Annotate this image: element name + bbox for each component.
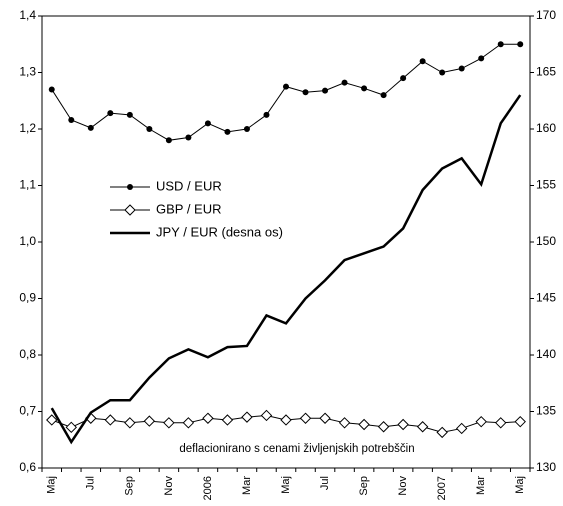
annotation: deflacionirano s cenami življenjskih pot… — [179, 443, 414, 455]
point — [319, 412, 331, 424]
point — [377, 421, 390, 433]
x-tick-label: Maj — [514, 476, 526, 494]
x-tick-label: Sep — [358, 476, 370, 496]
y-tick-label: 0,6 — [19, 460, 36, 474]
x-tick-label: Nov — [397, 476, 409, 496]
y-tick-label: 1,0 — [19, 234, 36, 248]
point — [439, 69, 446, 76]
x-tick-label: Jul — [85, 476, 97, 490]
point — [361, 85, 368, 92]
legend-marker — [124, 204, 136, 216]
point — [260, 409, 273, 422]
point — [458, 65, 465, 72]
x-tick-label: Maj — [280, 476, 292, 494]
point — [497, 41, 504, 48]
y2-tick-label: 140 — [536, 347, 556, 361]
x-tick-label: Nov — [163, 476, 175, 496]
x-tick-label: Jul — [319, 476, 331, 490]
point — [416, 421, 429, 433]
point — [68, 116, 75, 123]
point — [322, 87, 329, 94]
point — [163, 417, 175, 429]
point — [419, 58, 426, 65]
point — [224, 128, 231, 135]
y-tick-label: 0,9 — [19, 291, 36, 305]
y-tick-label: 0,8 — [19, 347, 36, 361]
point — [182, 417, 195, 429]
point — [263, 111, 270, 118]
legend-label: GBP / EUR — [156, 201, 222, 216]
y-tick-label: 1,3 — [19, 65, 36, 79]
point — [241, 411, 253, 423]
y2-tick-label: 145 — [536, 291, 556, 305]
series-line — [50, 94, 522, 445]
point — [221, 414, 234, 426]
point — [358, 418, 370, 431]
legend-label: USD / EUR — [156, 178, 222, 193]
point — [126, 111, 133, 118]
point — [302, 89, 309, 96]
y-tick-label: 0,7 — [19, 404, 36, 418]
point — [185, 134, 192, 141]
point — [299, 412, 312, 424]
y2-tick-label: 160 — [536, 121, 556, 135]
point — [397, 418, 409, 431]
point — [204, 120, 211, 127]
point — [104, 414, 117, 426]
point — [107, 110, 114, 117]
y2-tick-label: 150 — [536, 234, 556, 248]
point — [338, 417, 351, 429]
point — [143, 415, 156, 427]
point — [380, 92, 387, 99]
point — [165, 137, 172, 144]
point — [87, 124, 94, 131]
series-line — [51, 43, 521, 141]
point — [243, 126, 250, 132]
point — [46, 414, 58, 426]
point — [280, 414, 292, 426]
point — [517, 41, 524, 48]
y2-tick-label: 155 — [536, 178, 556, 192]
point — [341, 79, 348, 86]
point — [124, 417, 136, 429]
point — [514, 415, 526, 428]
x-tick-label: 2007 — [436, 476, 448, 500]
point — [495, 417, 507, 429]
point — [436, 426, 448, 439]
y-tick-label: 1,1 — [19, 178, 36, 192]
legend-label: JPY / EUR (desna os) — [156, 224, 283, 239]
y-tick-label: 1,2 — [19, 121, 36, 135]
point — [475, 415, 487, 428]
y2-tick-label: 170 — [536, 8, 556, 22]
x-tick-label: Maj — [46, 476, 58, 494]
x-tick-label: Mar — [475, 476, 487, 495]
legend-marker — [127, 184, 133, 190]
point — [48, 86, 55, 93]
y-tick-label: 1,4 — [19, 8, 36, 22]
point — [400, 75, 407, 82]
point — [455, 422, 468, 435]
y2-tick-label: 135 — [536, 404, 556, 418]
x-tick-label: Sep — [124, 476, 136, 496]
point — [202, 412, 214, 424]
point — [283, 83, 289, 90]
x-tick-label: Mar — [241, 476, 253, 495]
y2-tick-label: 165 — [536, 65, 556, 79]
x-tick-label: 2006 — [202, 476, 214, 500]
y2-tick-label: 130 — [536, 460, 556, 474]
point — [65, 421, 77, 434]
point — [478, 55, 485, 62]
point — [146, 126, 153, 132]
